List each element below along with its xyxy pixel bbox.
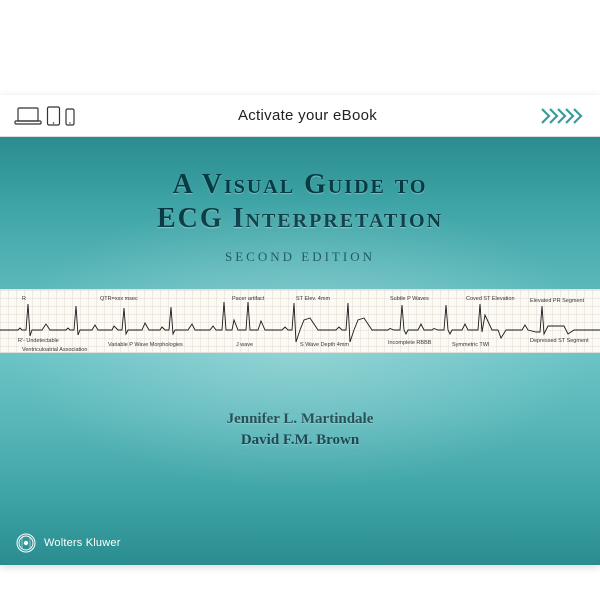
edition-label: SECOND EDITION [0,249,600,265]
ecg-annotation: Ventriculoatrial Association [22,347,87,353]
arrow-chevrons [540,107,586,125]
title-line-1: A Visual Guide to [0,169,600,201]
author-2: David F.M. Brown [0,432,600,449]
ecg-annotation: S Wave Depth 4mm [300,342,349,348]
ecg-annotation: Elevated PR Segment [530,298,584,304]
title-block: A Visual Guide to ECG Interpretation SEC… [0,137,600,265]
phone-icon [65,108,75,126]
ecg-strip: R R'- Undetectable Ventriculoatrial Associ… [0,289,600,353]
ecg-annotation: Variable P Wave Morphologies [108,342,183,348]
ecg-annotation: QTR=xxx msec [100,296,138,302]
publisher-block: Wolters Kluwer [16,533,121,553]
authors-block: Jennifer L. Martindale David F.M. Brown [0,411,600,449]
title-line-2: ECG Interpretation [0,203,600,235]
ecg-annotation: J wave [236,342,253,348]
ecg-annotation: Subtle P Waves [390,296,429,302]
publisher-name: Wolters Kluwer [44,537,121,549]
publisher-logo-icon [16,533,36,553]
ecg-annotation: R'- Undetectable [18,338,59,344]
ecg-annotation: R [22,296,26,302]
author-1: Jennifer L. Martindale [0,411,600,428]
top-bar: Activate your eBook [0,95,600,137]
ecg-annotation: ST Elev. 4mm [296,296,330,302]
ecg-annotation: Coved ST Elevation [466,296,515,302]
ecg-annotation: Incomplete RBBB [388,340,431,346]
cover-main: A Visual Guide to ECG Interpretation SEC… [0,137,600,565]
ecg-annotation: Depressed ST Segment [530,338,589,344]
device-icons [14,106,75,126]
activate-ebook-label: Activate your eBook [75,107,540,124]
ecg-annotation: Symmetric TWI [452,342,489,348]
ecg-annotation: Pacer artifact [232,296,264,302]
laptop-icon [14,106,42,126]
book-cover: Activate your eBook A Visual Guide to EC… [0,95,600,565]
tablet-icon [46,106,61,126]
